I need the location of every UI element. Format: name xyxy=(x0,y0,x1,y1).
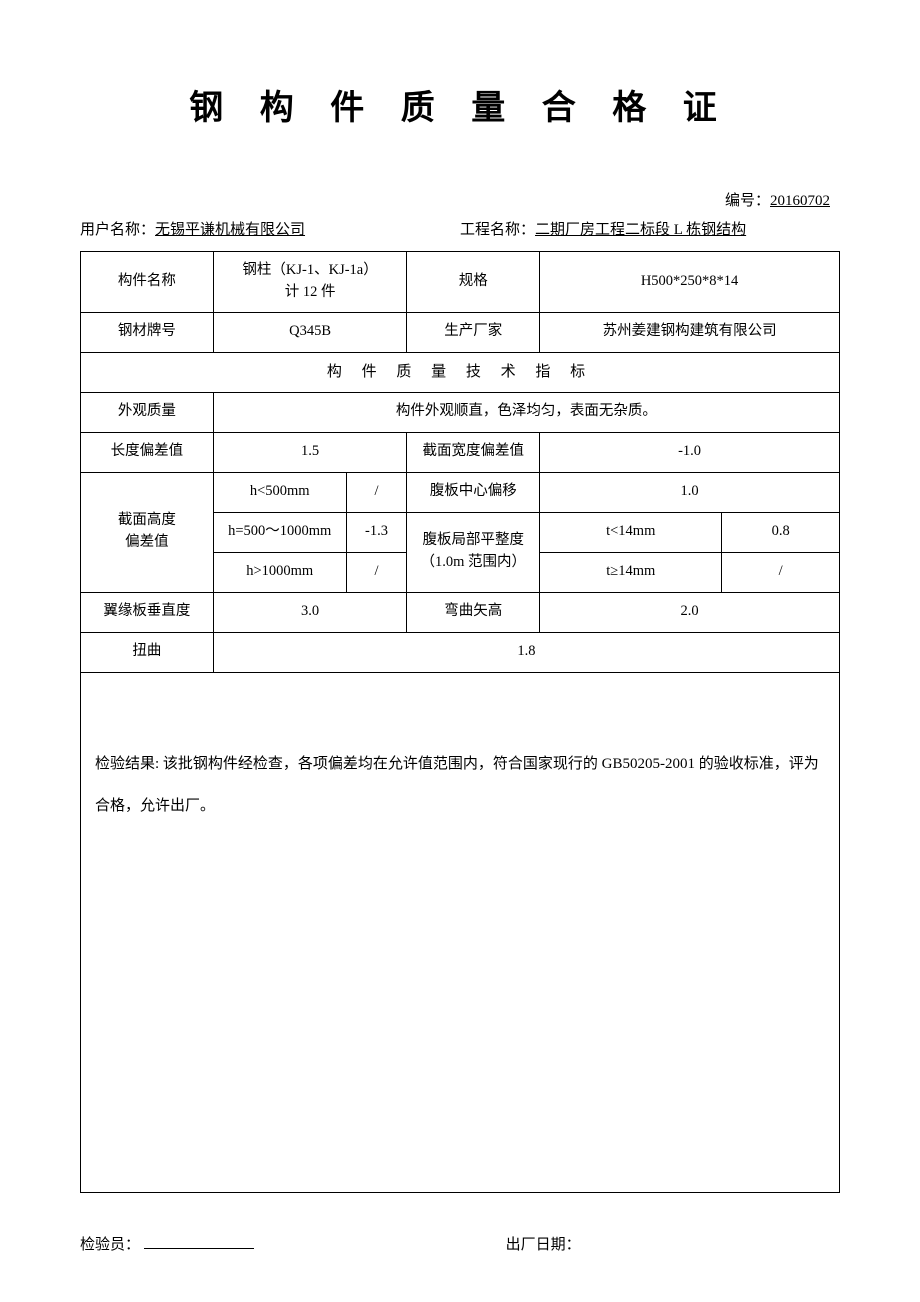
component-name-label: 构件名称 xyxy=(81,252,214,313)
table-row: 扭曲 1.8 xyxy=(81,632,840,672)
appearance-value: 构件外观顺直，色泽均匀，表面无杂质。 xyxy=(213,392,839,432)
length-dev-value: 1.5 xyxy=(213,432,407,472)
bend-label: 弯曲矢高 xyxy=(407,592,540,632)
component-name-value: 钢柱（KJ-1、KJ-1a） 计 12 件 xyxy=(213,252,407,313)
length-dev-label: 长度偏差值 xyxy=(81,432,214,472)
inspector-block: 检验员： xyxy=(80,1233,506,1254)
web-offset-value: 1.0 xyxy=(540,472,840,512)
project-value: 二期厂房工程二标段 L 栋钢结构 xyxy=(535,222,746,238)
height-dev-val3: / xyxy=(346,552,407,592)
page-title: 钢 构 件 质 量 合 格 证 xyxy=(80,80,840,129)
twist-value: 1.8 xyxy=(213,632,839,672)
inspector-label: 检验员： xyxy=(80,1237,140,1253)
table-row: 构 件 质 量 技 术 指 标 xyxy=(81,352,840,392)
table-row: 截面高度 偏差值 h<500mm / 腹板中心偏移 1.0 xyxy=(81,472,840,512)
web-offset-label: 腹板中心偏移 xyxy=(407,472,540,512)
user-block: 用户名称：无锡平谦机械有限公司 xyxy=(80,218,460,239)
web-flat-val1: 0.8 xyxy=(722,512,840,552)
bend-value: 2.0 xyxy=(540,592,840,632)
result-text: 检验结果: 该批钢构件经检查，各项偏差均在允许值范围内，符合国家现行的 GB50… xyxy=(81,672,840,1192)
table-row: 钢材牌号 Q345B 生产厂家 苏州姜建钢构建筑有限公司 xyxy=(81,312,840,352)
manufacturer-value: 苏州姜建钢构建筑有限公司 xyxy=(540,312,840,352)
serial-row: 编号：20160702 xyxy=(80,189,840,210)
twist-label: 扭曲 xyxy=(81,632,214,672)
height-dev-val2: -1.3 xyxy=(346,512,407,552)
grade-label: 钢材牌号 xyxy=(81,312,214,352)
date-label: 出厂日期： xyxy=(506,1237,581,1253)
serial-value: 20160702 xyxy=(770,193,830,209)
web-flat-cond2: t≥14mm xyxy=(540,552,722,592)
project-label: 工程名称： xyxy=(460,222,535,238)
flange-label: 翼缘板垂直度 xyxy=(81,592,214,632)
inspector-line xyxy=(144,1248,254,1249)
table-row: 外观质量 构件外观顺直，色泽均匀，表面无杂质。 xyxy=(81,392,840,432)
appearance-label: 外观质量 xyxy=(81,392,214,432)
project-block: 工程名称：二期厂房工程二标段 L 栋钢结构 xyxy=(460,218,840,239)
height-dev-val1: / xyxy=(346,472,407,512)
table-row: 长度偏差值 1.5 截面宽度偏差值 -1.0 xyxy=(81,432,840,472)
section-header: 构 件 质 量 技 术 指 标 xyxy=(81,352,840,392)
width-dev-value: -1.0 xyxy=(540,432,840,472)
date-block: 出厂日期： xyxy=(506,1233,840,1254)
spec-value: H500*250*8*14 xyxy=(540,252,840,313)
table-row: 翼缘板垂直度 3.0 弯曲矢高 2.0 xyxy=(81,592,840,632)
table-row: 检验结果: 该批钢构件经检查，各项偏差均在允许值范围内，符合国家现行的 GB50… xyxy=(81,672,840,1192)
web-flat-val2: / xyxy=(722,552,840,592)
user-label: 用户名称： xyxy=(80,222,155,238)
height-dev-label: 截面高度 偏差值 xyxy=(81,472,214,592)
height-dev-cond3: h>1000mm xyxy=(213,552,346,592)
web-flat-label: 腹板局部平整度 （1.0m 范围内） xyxy=(407,512,540,592)
spec-label: 规格 xyxy=(407,252,540,313)
manufacturer-label: 生产厂家 xyxy=(407,312,540,352)
table-row: 构件名称 钢柱（KJ-1、KJ-1a） 计 12 件 规格 H500*250*8… xyxy=(81,252,840,313)
web-flat-cond1: t<14mm xyxy=(540,512,722,552)
flange-value: 3.0 xyxy=(213,592,407,632)
header-row: 用户名称：无锡平谦机械有限公司 工程名称：二期厂房工程二标段 L 栋钢结构 xyxy=(80,218,840,239)
main-table: 构件名称 钢柱（KJ-1、KJ-1a） 计 12 件 规格 H500*250*8… xyxy=(80,251,840,1193)
width-dev-label: 截面宽度偏差值 xyxy=(407,432,540,472)
height-dev-cond1: h<500mm xyxy=(213,472,346,512)
user-value: 无锡平谦机械有限公司 xyxy=(155,222,305,238)
footer-row: 检验员： 出厂日期： xyxy=(80,1233,840,1254)
serial-label: 编号： xyxy=(725,193,770,209)
height-dev-cond2: h=500～1000mm xyxy=(213,512,346,552)
grade-value: Q345B xyxy=(213,312,407,352)
